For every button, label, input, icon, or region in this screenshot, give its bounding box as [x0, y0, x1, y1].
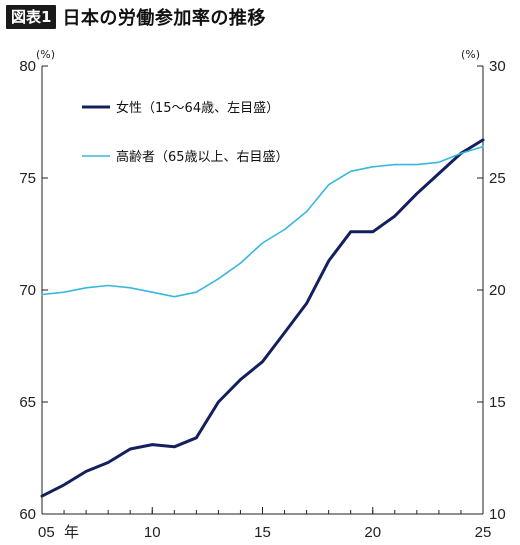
chart-title: 日本の労働参加率の推移: [62, 8, 266, 29]
right-axis-tick-label: 15: [489, 394, 506, 411]
left-axis-tick-label: 80: [19, 58, 36, 75]
x-axis-tick-label: 20: [364, 524, 381, 541]
left-axis-tick-label: 65: [19, 394, 36, 411]
right-axis-tick-label: 30: [489, 58, 506, 75]
left-axis-tick-label: 75: [19, 170, 36, 187]
left-axis-tick-label: 70: [19, 282, 36, 299]
right-axis-unit: (%): [461, 48, 480, 61]
left-axis-tick-label: 60: [19, 506, 36, 523]
x-axis-unit-label: 年: [64, 524, 79, 541]
right-axis-tick-label: 10: [489, 506, 506, 523]
left-axis-unit: (%): [36, 48, 55, 61]
x-axis-tick-label: 25: [475, 524, 492, 541]
x-axis-tick-label: 10: [144, 524, 161, 541]
x-axis-tick-label: 05: [38, 524, 55, 541]
elderly-participation-line: [41, 145, 484, 298]
right-axis-tick-label: 20: [489, 282, 506, 299]
figure-header: 図表1 日本の労働参加率の推移: [6, 4, 266, 30]
right-axis-tick-label: 25: [489, 170, 506, 187]
legend-label-women: 女性（15～64歳、左目盛）: [116, 100, 279, 116]
women-participation-line: [40, 138, 485, 498]
x-axis-tick-label: 15: [254, 524, 271, 541]
legend-label-elderly: 高齢者（65歳以上、右目盛）: [116, 149, 289, 165]
figure-number-badge: 図表1: [6, 5, 57, 29]
